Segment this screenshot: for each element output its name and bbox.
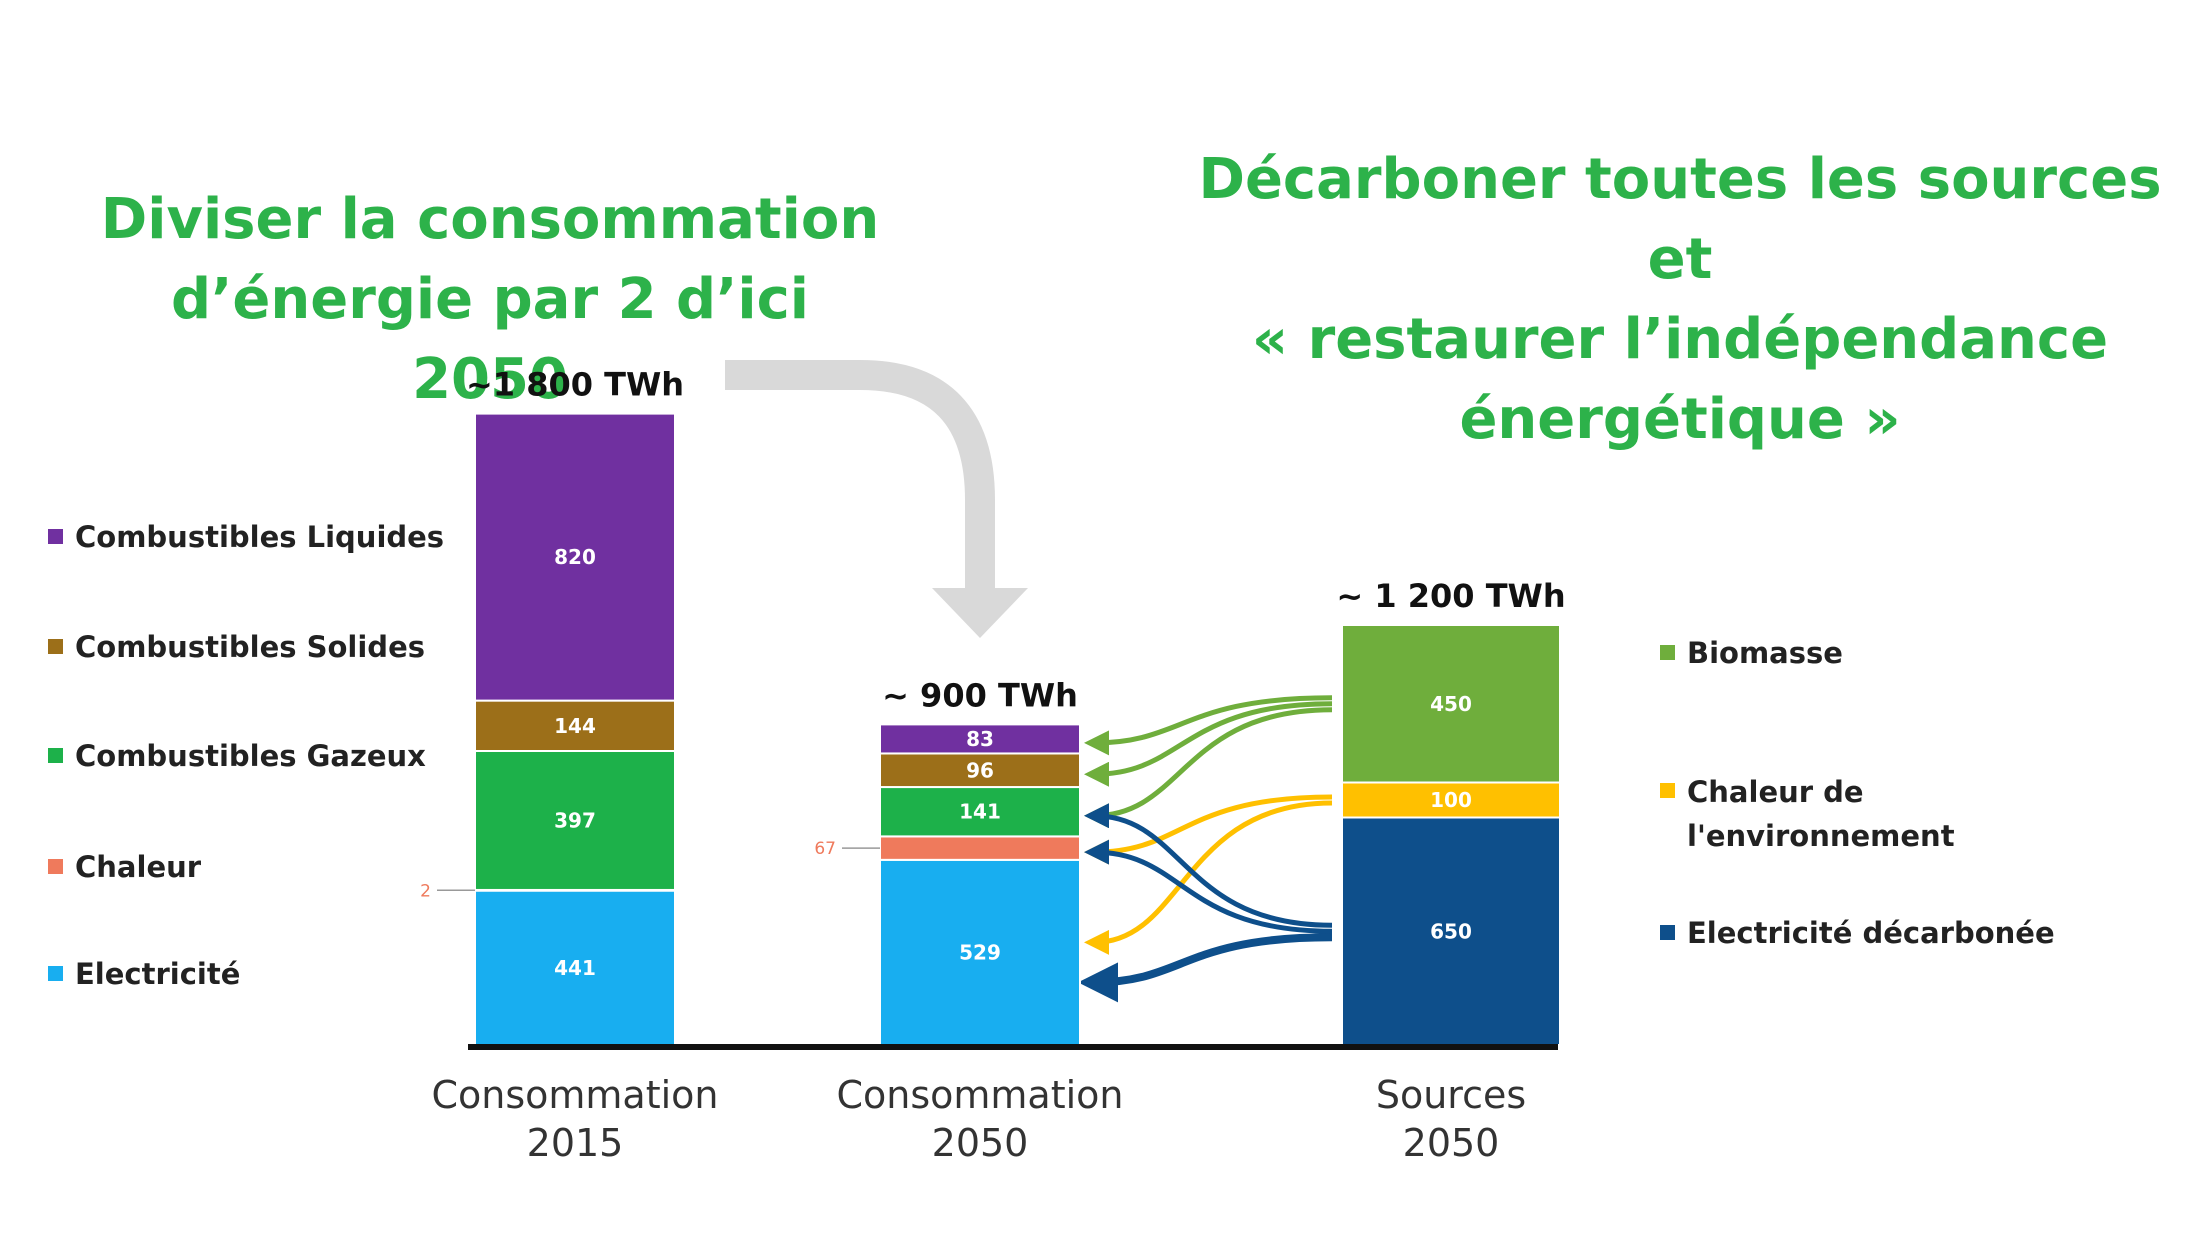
bar-segment-biomasse: [1341, 624, 1561, 784]
data-label: 650: [1430, 919, 1472, 943]
data-label: 83: [966, 727, 994, 751]
bar-segment-electricite: [879, 858, 1081, 1046]
total-label: ~ 900 TWh: [882, 676, 1078, 714]
legend-swatch: [48, 528, 63, 544]
flow-arrow-chaleur-de-l-environnement-to-chaleur: [1084, 794, 1333, 865]
legend-label: Combustibles Gazeux: [75, 739, 426, 773]
bar-segment-electricite-decarbonee: [1341, 816, 1561, 1046]
legend-item-combustibles-liquides: Combustibles Liquides: [48, 520, 444, 554]
headline-right: Décarboner toutes les sources et « resta…: [1180, 140, 2180, 460]
category-label: Consommation: [836, 1073, 1123, 1117]
data-label: 141: [959, 800, 1001, 824]
data-label: 450: [1430, 692, 1472, 716]
headline-left-line-1: Diviser la consommation: [100, 187, 880, 252]
category-label: 2015: [527, 1121, 624, 1165]
legend-item-biomasse: Biomasse: [1660, 636, 1843, 670]
category-label: Consommation: [431, 1073, 718, 1117]
legend-item-combustibles-solides: Combustibles Solides: [48, 630, 425, 664]
flow-arrow-biomasse-to-combustibles-liquides: [1084, 695, 1333, 756]
legend-label: Combustibles Solides: [75, 630, 425, 664]
legend-label: Electricité décarbonée: [1687, 916, 2055, 950]
headline-right-line-3: énergétique »: [1459, 387, 1901, 452]
reduction-arrow: [725, 360, 1028, 638]
legend-swatch: [1660, 644, 1675, 660]
legend-label: Combustibles Liquides: [75, 520, 445, 554]
headline-left: Diviser la consommation d’énergie par 2 …: [100, 180, 880, 420]
flow-arrow-biomasse-to-combustibles-solides: [1084, 701, 1333, 787]
flow-arrow-biomasse-to-combustibles-gazeux: [1084, 707, 1333, 829]
legend-item-chaleur-environnement: Chaleur de l'environnement: [1660, 770, 1955, 858]
headline-right-line-2: « restaurer l’indépendance: [1251, 307, 2109, 372]
total-label: ~1 800 TWh: [466, 366, 684, 404]
legend-item-electricite-decarbonee: Electricité décarbonée: [1660, 916, 2055, 950]
data-label: 397: [554, 808, 596, 832]
data-label: 441: [554, 956, 596, 980]
bar-segment-combustibles-gazeux: [879, 786, 1081, 838]
bar-segment-combustibles-liquides: [474, 412, 676, 702]
flow-arrow-electricite-decarbonee-to-combustibles-gazeux: [1084, 803, 1333, 928]
data-label: 96: [966, 758, 994, 782]
flow-arrow-electricite-decarbonee-to-chaleur: [1084, 839, 1333, 934]
legend-item-electricite: Electricité: [48, 957, 240, 991]
bar-segment-combustibles-solides: [474, 699, 676, 752]
legend-swatch: [48, 638, 63, 654]
bar-segment-chaleur: [879, 835, 1081, 861]
bar-segment-combustibles-liquides: [879, 723, 1081, 755]
legend-label: Chaleur: [75, 850, 202, 884]
headline-right-line-1: Décarboner toutes les sources et: [1198, 147, 2162, 292]
legend-item-combustibles-gazeux: Combustibles Gazeux: [48, 739, 426, 773]
legend-label-line-1: Chaleur de: [1687, 775, 1864, 809]
category-label: 2050: [932, 1121, 1029, 1165]
flow-arrow-electricite-decarbonee-to-electricite: [1078, 933, 1333, 1003]
legend-swatch: [1660, 924, 1675, 940]
legend-label-line-2: l'environnement: [1687, 819, 1955, 853]
legend-swatch: [48, 747, 63, 763]
bar-segment-combustibles-gazeux: [474, 750, 676, 891]
legend-label: Electricité: [75, 957, 241, 991]
legend-swatch: [48, 858, 63, 874]
legend-swatch: [1660, 783, 1675, 798]
data-label: 144: [554, 714, 596, 738]
data-label-outside: 2: [420, 881, 431, 901]
legend-swatch: [48, 965, 63, 981]
data-label-outside: 67: [814, 839, 836, 859]
total-label: ~ 1 200 TWh: [1336, 577, 1565, 615]
data-label: 529: [959, 940, 1001, 964]
data-label: 820: [554, 545, 596, 569]
bar-segment-combustibles-solides: [879, 752, 1081, 789]
data-label: 100: [1430, 788, 1472, 812]
category-label: Sources: [1376, 1073, 1526, 1117]
legend-label: Biomasse: [1687, 636, 1843, 670]
legend-item-chaleur: Chaleur: [48, 850, 201, 884]
category-label: 2050: [1403, 1121, 1500, 1165]
headline-left-line-2: d’énergie par 2 d’ici 2050: [171, 267, 809, 412]
